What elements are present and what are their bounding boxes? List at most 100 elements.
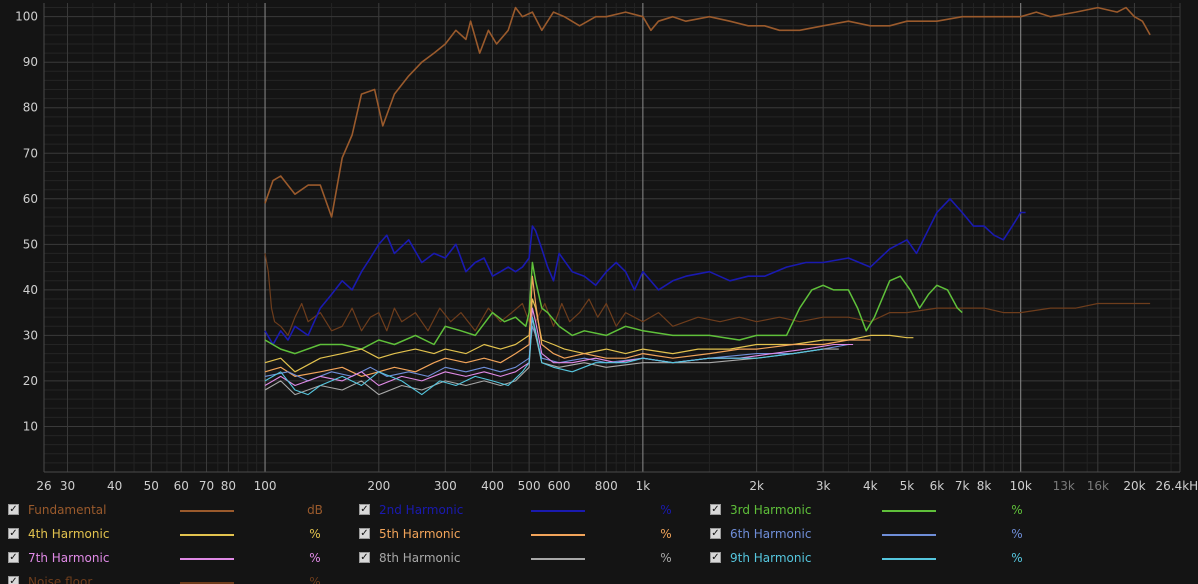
x-tick-label: 800 <box>595 479 618 493</box>
x-tick-label: 60 <box>174 479 189 493</box>
legend-item-fundamental: ✓ Fundamental dB <box>8 500 348 522</box>
x-tick-label: 10k <box>1010 479 1032 493</box>
series-9th-harmonic-line <box>264 316 824 396</box>
legend-item-8th-harmonic: ✓ 8th Harmonic% <box>359 548 699 570</box>
y-tick-label: 20 <box>23 374 38 388</box>
legend-checkbox[interactable]: ✓ <box>710 504 721 515</box>
legend-swatch <box>882 558 936 560</box>
series-5th-harmonic-line <box>264 275 871 377</box>
legend-unit: % <box>309 527 321 541</box>
x-tick-label: 26 <box>36 479 51 493</box>
series-layer <box>264 6 1151 396</box>
x-tick-label: 300 <box>434 479 457 493</box>
x-tick-label: 20k <box>1123 479 1145 493</box>
x-tick-label: 8k <box>977 479 992 493</box>
series-noise-floor-line <box>264 253 1151 336</box>
legend-label: Noise floor <box>28 575 93 584</box>
x-tick-label: 200 <box>367 479 390 493</box>
legend-label: Fundamental <box>28 503 107 517</box>
legend-item-5th-harmonic: ✓ 5th Harmonic% <box>359 524 699 546</box>
y-tick-label: 60 <box>23 192 38 206</box>
x-tick-label: 1k <box>636 479 651 493</box>
plot-background <box>0 0 1198 496</box>
legend-item-noise-floor: ✓ Noise floor% <box>8 572 348 584</box>
legend-unit: % <box>1011 527 1023 541</box>
legend-item-9th-harmonic: ✓ 9th Harmonic% <box>710 548 1050 570</box>
legend-swatch <box>180 558 234 560</box>
y-tick-label: 100 <box>15 10 38 24</box>
x-tick-label: 400 <box>481 479 504 493</box>
legend-label: 9th Harmonic <box>730 551 812 565</box>
legend-label: 5th Harmonic <box>379 527 461 541</box>
x-tick-label: 50 <box>144 479 159 493</box>
legend-item-4th-harmonic: ✓ 4th Harmonic% <box>8 524 348 546</box>
x-tick-label: 3k <box>816 479 831 493</box>
x-tick-label: 6k <box>930 479 945 493</box>
legend-item-7th-harmonic: ✓ 7th Harmonic% <box>8 548 348 570</box>
legend-unit: % <box>660 503 672 517</box>
x-tick-label: 5k <box>900 479 915 493</box>
series-2nd-harmonic-line <box>264 198 1026 346</box>
y-tick-label: 40 <box>23 283 38 297</box>
legend-label: 4th Harmonic <box>28 527 110 541</box>
legend-checkbox[interactable]: ✓ <box>359 528 370 539</box>
legend-unit: % <box>309 551 321 565</box>
legend-checkbox[interactable]: ✓ <box>359 552 370 563</box>
legend-item-3rd-harmonic: ✓ 3rd Harmonic% <box>710 500 1050 522</box>
y-tick-label: 10 <box>23 419 38 433</box>
legend-item-6th-harmonic: ✓ 6th Harmonic% <box>710 524 1050 546</box>
x-tick-label: 7k <box>955 479 970 493</box>
legend-swatch <box>531 558 585 560</box>
legend-checkbox[interactable]: ✓ <box>8 504 19 515</box>
y-tick-label: 80 <box>23 101 38 115</box>
legend-checkbox[interactable]: ✓ <box>8 552 19 563</box>
y-tick-label: 90 <box>23 55 38 69</box>
x-tick-label: 500 <box>518 479 541 493</box>
y-tick-label: 30 <box>23 328 38 342</box>
x-tick-label: 80 <box>221 479 236 493</box>
legend-swatch <box>882 510 936 512</box>
legend-unit: dB <box>307 503 323 517</box>
distortion-chart: 10 20 30 40 50 60 70 80 90 100 26 30 40 50 60 70 80 100 20… <box>0 0 1198 496</box>
grid-major <box>43 3 1181 473</box>
legend-checkbox[interactable]: ✓ <box>8 528 19 539</box>
legend-swatch <box>180 510 234 512</box>
x-tick-label: 40 <box>107 479 122 493</box>
legend-unit: % <box>660 551 672 565</box>
legend-swatch <box>180 534 234 536</box>
legend-label: 2nd Harmonic <box>379 503 464 517</box>
legend-unit: % <box>309 575 321 584</box>
legend-swatch <box>531 534 585 536</box>
legend-swatch <box>180 582 234 584</box>
legend-swatch <box>531 510 585 512</box>
legend: ✓ Fundamental dB ✓ 2nd Harmonic% ✓ 3rd Harmoni… <box>0 496 1198 584</box>
legend-unit: % <box>1011 551 1023 565</box>
x-tick-label: 4k <box>863 479 878 493</box>
legend-swatch <box>882 534 936 536</box>
legend-checkbox[interactable]: ✓ <box>359 504 370 515</box>
y-tick-label: 70 <box>23 146 38 160</box>
grid-minor <box>44 3 1180 472</box>
x-tick-label: 600 <box>548 479 571 493</box>
x-tick-label: 26.4kHz <box>1156 479 1198 493</box>
x-tick-label: 16k <box>1087 479 1109 493</box>
x-tick-label: 2k <box>749 479 764 493</box>
legend-checkbox[interactable]: ✓ <box>710 528 721 539</box>
series-8th-harmonic-line <box>264 316 839 396</box>
legend-label: 3rd Harmonic <box>730 503 812 517</box>
legend-item-2nd-harmonic: ✓ 2nd Harmonic% <box>359 500 699 522</box>
legend-label: 8th Harmonic <box>379 551 461 565</box>
y-tick-label: 50 <box>23 237 38 251</box>
x-tick-label: 70 <box>199 479 214 493</box>
series-3rd-harmonic-line <box>264 261 963 355</box>
axis-labels: 10 20 30 40 50 60 70 80 90 100 26 30 40 50 60 70 80 100 20… <box>15 10 1198 493</box>
legend-checkbox[interactable]: ✓ <box>710 552 721 563</box>
legend-checkbox[interactable]: ✓ <box>8 576 19 584</box>
series-fundamental-line <box>264 6 1151 218</box>
x-tick-label: 100 <box>254 479 277 493</box>
legend-unit: % <box>1011 503 1023 517</box>
legend-label: 7th Harmonic <box>28 551 110 565</box>
legend-unit: % <box>660 527 672 541</box>
legend-label: 6th Harmonic <box>730 527 812 541</box>
x-tick-label: 30 <box>60 479 75 493</box>
